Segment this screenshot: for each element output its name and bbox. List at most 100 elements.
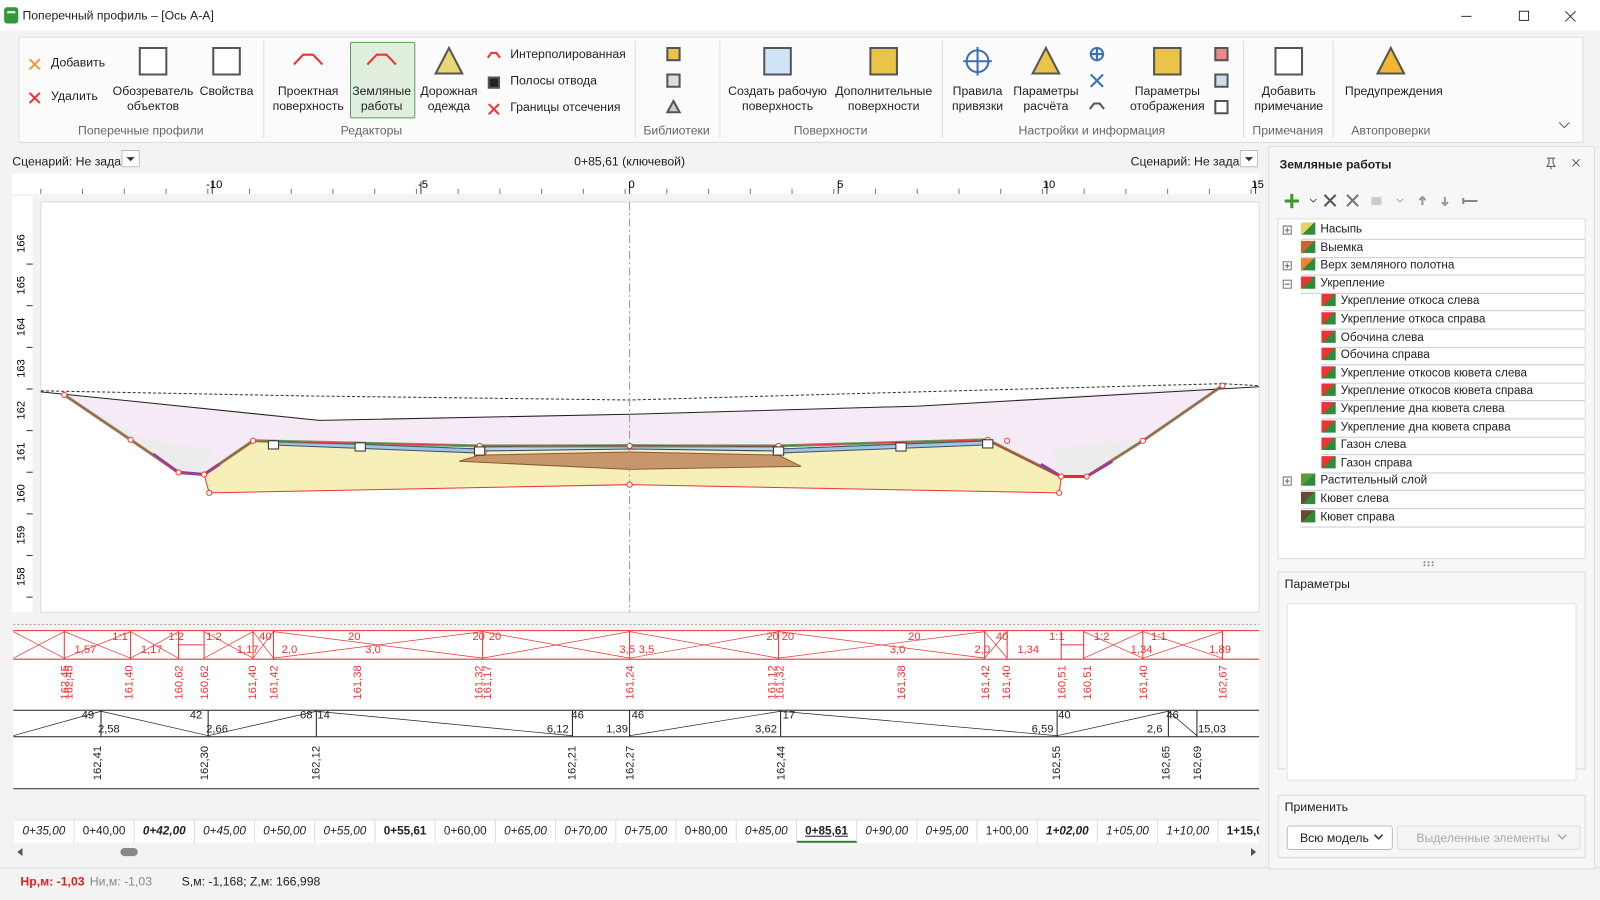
ribbon-button[interactable]: Дополнительные поверхности (835, 83, 933, 114)
vertex[interactable] (1139, 437, 1146, 444)
station-tab[interactable]: 0+45,00 (195, 820, 256, 843)
tree-item[interactable]: Газон слева (1321, 437, 1585, 456)
tree-item[interactable]: Газон справа (1321, 455, 1585, 474)
ribbon-button[interactable]: Свойства (199, 83, 254, 98)
scenario-dropdown[interactable] (121, 149, 140, 168)
vertex[interactable] (1219, 382, 1226, 389)
station-tab[interactable]: 0+40,00 (74, 820, 135, 843)
icon (1274, 46, 1304, 76)
slope-diag (13, 631, 65, 659)
station-tab[interactable]: 0+55,61 (376, 820, 436, 843)
tree-item[interactable]: Кювет слева (1301, 491, 1585, 510)
tree-item[interactable]: Укрепление дна кювета слева (1321, 401, 1585, 420)
tree-item[interactable]: Укрепление (1301, 275, 1585, 294)
tree-item[interactable]: Обочина справа (1321, 347, 1585, 366)
design-elevation: 162,67 (1218, 665, 1230, 699)
tree-item[interactable]: Выемка (1301, 239, 1585, 258)
tree-item[interactable]: Укрепление откоса слева (1321, 293, 1585, 312)
ground-elevation: 162,69 (1192, 746, 1204, 780)
expander[interactable] (1282, 261, 1292, 271)
station-tab[interactable]: 1+02,00 (1038, 820, 1098, 843)
tree-item[interactable]: Растительный слой (1301, 473, 1585, 492)
panel-controls[interactable] (1545, 156, 1586, 170)
ribbon-button[interactable]: Проектная поверхность (272, 83, 344, 114)
slope-diag (1142, 631, 1223, 659)
tree: Насыпь Выемка Верх земляного полотна Укрепл… (1277, 218, 1586, 560)
expander[interactable] (1282, 225, 1292, 235)
vertex[interactable] (206, 489, 213, 496)
ribbon-button[interactable]: Границы отсечения (510, 99, 621, 115)
design-elevation: 161,32 (474, 665, 486, 699)
tree-item[interactable]: Укрепление откоса справа (1321, 311, 1585, 330)
vertex[interactable] (201, 471, 208, 478)
station-tab[interactable]: 0+50,00 (255, 820, 316, 843)
expander[interactable] (1282, 279, 1292, 289)
station-tab[interactable]: 0+55,00 (315, 820, 376, 843)
vertex[interactable] (1083, 473, 1090, 480)
tree-item[interactable]: Насыпь (1301, 221, 1585, 240)
expander[interactable] (1282, 476, 1292, 487)
tree-item[interactable]: Обочина слева (1321, 329, 1585, 348)
splitter[interactable] (1422, 560, 1436, 567)
window-controls[interactable] (1459, 8, 1592, 24)
icon (1089, 46, 1105, 62)
vertex[interactable] (127, 436, 134, 443)
ribbon-button[interactable]: Земляные работы (352, 83, 412, 114)
apply-title: Применить (1284, 799, 1348, 815)
scenario-dropdown[interactable] (1239, 149, 1259, 168)
ribbon-collapse[interactable] (1558, 120, 1570, 130)
icon (666, 73, 681, 88)
station-tab[interactable]: 1+05,00 (1098, 820, 1159, 843)
ribbon-button[interactable]: Дорожная одежда (420, 83, 478, 114)
ribbon-button[interactable]: Интерполированная (510, 46, 626, 62)
station-tab[interactable]: 1+15,00 (1218, 820, 1260, 842)
profile-canvas: -10 -5 0 5 10 15 166 165 164 163 162 161 160 159 158 1,… (12, 173, 1264, 790)
ribbon-button[interactable]: Правила привязки (951, 83, 1004, 114)
station-tab[interactable]: 0+95,00 (917, 820, 978, 843)
ribbon-button[interactable]: Полосы отвода (510, 73, 597, 88)
tree-item[interactable]: Укрепление откосов кювета справа (1321, 383, 1585, 402)
vertex[interactable] (626, 442, 633, 449)
tree-icon (1321, 348, 1336, 361)
ribbon-button[interactable]: Добавить (51, 55, 106, 70)
vertex[interactable] (249, 437, 257, 444)
station-tab[interactable]: 0+85,61 (796, 820, 858, 843)
tree-icon (1321, 419, 1336, 433)
scope-all[interactable]: Всю модель (1286, 825, 1393, 850)
ribbon-button[interactable]: Предупреждения (1344, 83, 1443, 98)
scope-selected[interactable]: Выделенные элементы (1396, 825, 1581, 850)
station-tab[interactable]: 0+85,00 (737, 820, 797, 843)
station-tab[interactable]: 0+60,00 (436, 820, 496, 843)
panel-toolbar[interactable] (1284, 192, 1488, 210)
vertex[interactable] (61, 391, 68, 398)
group-label: Поперечные профили (78, 123, 204, 138)
station-tab[interactable]: 0+42,00 (135, 820, 195, 843)
ruler-label: -5 (418, 179, 428, 191)
ribbon-button[interactable]: Создать рабочую поверхность (728, 83, 827, 114)
station-tab[interactable]: 0+90,00 (857, 820, 918, 843)
tree-item[interactable]: Укрепление откосов кювета слева (1321, 365, 1585, 384)
vertex[interactable] (626, 481, 633, 488)
design-elevation: 161,40 (247, 665, 259, 699)
station-tab[interactable]: 0+35,00 (14, 820, 75, 843)
tree-item[interactable]: Кювет справа (1301, 509, 1585, 528)
tree-item[interactable]: Укрепление дна кювета справа (1321, 419, 1585, 438)
vertex[interactable] (1058, 473, 1065, 480)
tree-item[interactable]: Верх земляного полотна (1301, 257, 1585, 276)
vertex[interactable] (175, 469, 182, 476)
station-tab[interactable]: 1+10,00 (1158, 820, 1219, 843)
station-tab[interactable]: 0+80,00 (677, 820, 737, 843)
slope-label: 1,34 (1131, 644, 1153, 656)
h-scrollbar[interactable] (14, 845, 1259, 859)
ribbon-button[interactable]: Параметры расчёта (1013, 83, 1079, 114)
station-tab[interactable]: 0+70,00 (556, 820, 617, 843)
station-tab[interactable]: 0+75,00 (616, 820, 677, 843)
ribbon-button[interactable]: Удалить (51, 88, 98, 104)
station-tab[interactable]: 0+65,00 (496, 820, 557, 843)
vertex[interactable] (1056, 489, 1063, 496)
ribbon-button[interactable]: Обозреватель объектов (112, 83, 194, 114)
ribbon-button[interactable]: Параметры отображения (1129, 83, 1205, 114)
station-tab[interactable]: 1+00,00 (978, 820, 1038, 843)
vertex[interactable] (1004, 437, 1011, 444)
ribbon-button[interactable]: Добавить примечание (1254, 83, 1324, 114)
